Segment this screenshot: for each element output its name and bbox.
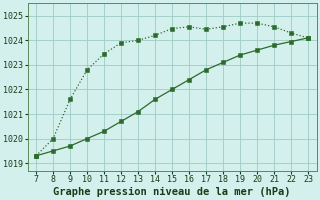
X-axis label: Graphe pression niveau de la mer (hPa): Graphe pression niveau de la mer (hPa) (53, 186, 291, 197)
